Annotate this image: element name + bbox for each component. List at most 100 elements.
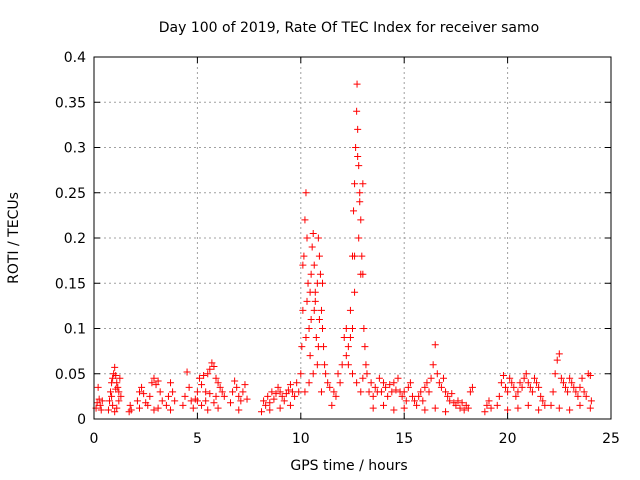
data-point [322, 370, 330, 378]
data-point [444, 392, 452, 400]
data-point [394, 374, 402, 382]
data-point [258, 408, 266, 416]
data-point [298, 343, 306, 351]
data-point [524, 379, 532, 387]
data-point [506, 374, 514, 382]
data-point [468, 383, 476, 391]
data-point [557, 374, 565, 382]
data-point [514, 388, 522, 396]
data-point [307, 270, 315, 278]
data-point [112, 372, 120, 380]
data-point [442, 388, 450, 396]
data-point [508, 379, 516, 387]
data-point [539, 397, 547, 405]
data-point [286, 401, 294, 409]
data-point [167, 379, 175, 387]
data-point [200, 372, 208, 380]
data-point [481, 408, 489, 416]
data-point [183, 368, 191, 376]
data-point [266, 406, 274, 414]
data-point [547, 401, 555, 409]
data-point [512, 392, 520, 400]
data-point [357, 216, 365, 224]
data-point [181, 392, 189, 400]
data-point [349, 325, 356, 332]
data-point [276, 388, 284, 396]
data-point [193, 388, 201, 396]
data-point [533, 379, 541, 387]
data-point [104, 406, 112, 414]
data-point [291, 392, 299, 400]
data-point [319, 279, 327, 287]
grid-lines [94, 57, 611, 419]
data-point [314, 343, 322, 351]
data-point [375, 374, 383, 382]
data-point [456, 404, 464, 412]
data-point [576, 383, 584, 391]
data-point [524, 401, 532, 409]
data-point [566, 374, 574, 382]
data-point [315, 252, 323, 260]
y-axis-label: ROTI / TECUs [6, 192, 22, 284]
data-point [421, 383, 429, 391]
plot-frame [93, 56, 612, 420]
data-point [382, 383, 390, 391]
data-point [195, 374, 203, 382]
data-point [367, 379, 375, 387]
data-point [212, 392, 220, 400]
data-point [353, 379, 361, 387]
data-point [572, 388, 580, 396]
data-point [586, 372, 594, 380]
data-point [135, 388, 143, 396]
data-point [535, 383, 543, 391]
data-point [425, 388, 433, 396]
data-point [493, 401, 501, 409]
data-point [210, 363, 218, 371]
data-point [198, 401, 206, 409]
data-point [483, 401, 491, 409]
data-point [360, 325, 368, 332]
data-point [198, 381, 206, 389]
data-point [274, 383, 282, 391]
data-point [446, 397, 454, 405]
data-point [485, 397, 493, 405]
data-point [108, 392, 116, 400]
data-point [466, 388, 474, 396]
data-point [342, 325, 350, 332]
data-point [421, 406, 429, 414]
data-point [241, 381, 249, 389]
data-point [349, 370, 356, 378]
data-point [95, 395, 103, 403]
data-point [431, 341, 439, 349]
data-point [171, 397, 179, 405]
data-point [231, 377, 239, 385]
data-point [289, 388, 297, 396]
data-point [568, 379, 576, 387]
data-point [351, 288, 359, 296]
data-point [115, 397, 123, 405]
data-point [377, 388, 385, 396]
data-point [309, 229, 317, 237]
data-point [148, 379, 156, 387]
data-point [220, 392, 228, 400]
data-point [352, 144, 360, 151]
data-point [400, 388, 408, 396]
data-point [321, 361, 329, 369]
data-points [92, 80, 595, 416]
data-point [306, 352, 314, 360]
data-point [206, 390, 214, 398]
data-point [458, 399, 466, 407]
data-point [427, 374, 435, 382]
data-point [551, 370, 559, 378]
data-point [350, 207, 358, 215]
data-point [164, 392, 172, 400]
data-point [156, 388, 164, 396]
data-point [423, 379, 431, 387]
data-point [280, 397, 288, 405]
data-point [282, 390, 290, 398]
data-point [362, 361, 370, 369]
data-point [576, 401, 584, 409]
data-point [312, 334, 320, 342]
data-point [158, 397, 166, 405]
data-point [112, 385, 120, 393]
